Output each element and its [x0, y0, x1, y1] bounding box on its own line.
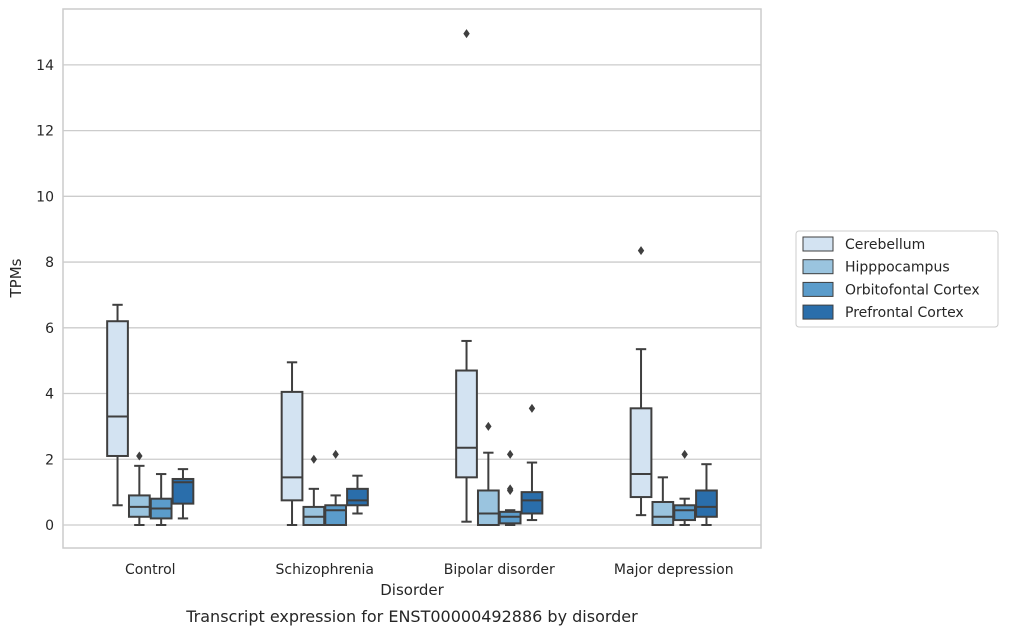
box-body [346, 487, 369, 507]
y-tick-label: 0 [45, 518, 54, 534]
legend-label: Prefrontal Cortex [845, 305, 964, 321]
box-hipppocampus [651, 476, 675, 526]
outlier-marker [310, 454, 318, 464]
y-tick-labels: 0 2 4 6 8 10 12 14 [36, 58, 54, 534]
box-prefrontal-cortex [695, 463, 718, 526]
box-body [476, 489, 500, 526]
outlier-marker [681, 449, 688, 459]
outlier-marker [332, 449, 339, 459]
x-tick-label: Major depression [614, 562, 734, 578]
outlier-marker [637, 246, 645, 256]
y-tick-label: 6 [45, 321, 54, 337]
box-body [520, 491, 544, 515]
box-orbitofontal-cortex [324, 449, 348, 526]
box-body [280, 390, 304, 502]
x-tick-label: Bipolar disorder [444, 562, 555, 578]
outlier-marker [506, 484, 514, 494]
x-tick-label: Schizophrenia [276, 562, 374, 578]
legend-swatch [802, 236, 834, 252]
legend-frame [795, 230, 999, 328]
legend-label: Cerebellum [845, 237, 925, 253]
outlier-marker [485, 421, 492, 431]
outlier-marker [528, 403, 536, 413]
legend-label: Hipppocampus [845, 260, 950, 276]
y-tick-label: 14 [36, 58, 54, 74]
box-body [673, 504, 697, 522]
outlier-marker [506, 449, 514, 459]
y-tick-label: 10 [36, 189, 54, 205]
box-body [651, 500, 675, 526]
box-prefrontal-cortex [346, 474, 369, 515]
x-axis-label: Disorder [380, 581, 444, 599]
x-tick-label: Control [125, 562, 176, 578]
y-tick-label: 2 [45, 452, 54, 468]
chart-caption: Transcript expression for ENST0000049288… [185, 607, 638, 626]
box-body [171, 477, 195, 505]
gridlines [63, 64, 761, 526]
x-tick-labels: Control Schizophrenia Bipolar disorder Majo… [125, 562, 734, 578]
legend-label: Orbitofontal Cortex [845, 282, 980, 298]
y-tick-label: 8 [45, 255, 54, 271]
box-body [324, 504, 348, 526]
box-orbitofontal-cortex [498, 449, 522, 526]
legend-swatch [802, 281, 834, 297]
box-prefrontal-cortex [520, 403, 544, 522]
box-hipppocampus [127, 451, 151, 526]
plot-frame [62, 8, 762, 549]
box-body [629, 407, 653, 499]
box-cerebellum [629, 246, 653, 517]
legend: Cerebellum Hipppocampus Orbitofontal Corte… [795, 230, 999, 328]
outlier-marker [136, 451, 143, 461]
box-orbitofontal-cortex [673, 449, 697, 526]
box-series [106, 29, 718, 526]
box-cerebellum [106, 303, 129, 507]
legend-swatch [802, 304, 834, 320]
box-cerebellum [455, 29, 478, 523]
y-tick-label: 4 [45, 387, 54, 403]
box-prefrontal-cortex [171, 468, 195, 520]
outlier-marker [463, 29, 470, 39]
box-body [106, 320, 129, 457]
box-cerebellum [280, 361, 304, 526]
y-tick-label: 12 [36, 124, 54, 140]
box-body [455, 369, 478, 479]
box-hipppocampus [302, 454, 326, 526]
legend-swatch [802, 259, 834, 275]
box-orbitofontal-cortex [149, 473, 173, 526]
y-axis-label: TPMs [7, 258, 25, 298]
box-body [695, 489, 718, 518]
box-hipppocampus [476, 421, 500, 526]
